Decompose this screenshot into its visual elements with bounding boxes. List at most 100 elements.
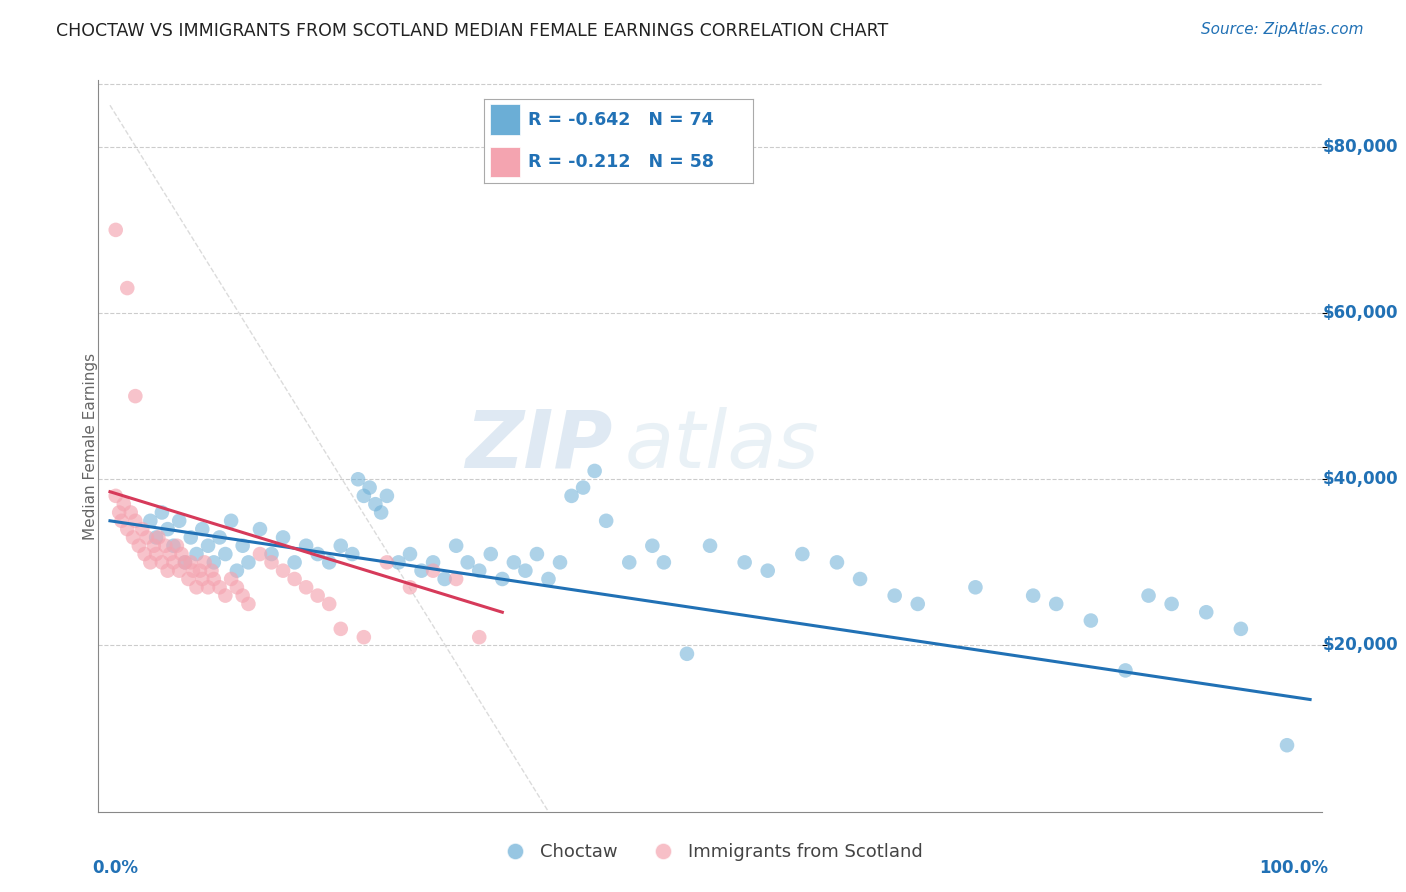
Point bbox=[284, 555, 307, 569]
Point bbox=[468, 630, 491, 644]
Point bbox=[1230, 622, 1253, 636]
Point bbox=[174, 555, 197, 569]
Point bbox=[162, 555, 184, 569]
Point bbox=[295, 539, 318, 553]
Point bbox=[139, 514, 162, 528]
Point bbox=[1137, 589, 1160, 603]
Point bbox=[284, 572, 307, 586]
Point bbox=[225, 564, 247, 578]
Point bbox=[180, 530, 202, 544]
Point bbox=[214, 589, 236, 603]
Point bbox=[883, 589, 905, 603]
Point bbox=[271, 564, 294, 578]
Text: $60,000: $60,000 bbox=[1323, 304, 1399, 322]
Point bbox=[318, 555, 340, 569]
Point bbox=[422, 564, 444, 578]
Point bbox=[159, 547, 181, 561]
Point bbox=[295, 580, 318, 594]
Text: ZIP: ZIP bbox=[465, 407, 612, 485]
Point bbox=[122, 530, 145, 544]
Point bbox=[120, 506, 142, 520]
Point bbox=[1195, 605, 1218, 619]
Point bbox=[422, 555, 444, 569]
Point bbox=[1022, 589, 1045, 603]
Point bbox=[197, 580, 219, 594]
Point bbox=[444, 572, 467, 586]
Point bbox=[965, 580, 987, 594]
Point bbox=[260, 547, 283, 561]
Point bbox=[112, 497, 135, 511]
Point bbox=[515, 564, 537, 578]
Point bbox=[652, 555, 675, 569]
Point bbox=[347, 472, 370, 486]
Point bbox=[135, 530, 157, 544]
Point bbox=[117, 522, 139, 536]
Point bbox=[468, 564, 491, 578]
Point bbox=[191, 522, 214, 536]
Point bbox=[200, 564, 222, 578]
Point bbox=[359, 481, 381, 495]
Point bbox=[1275, 738, 1298, 752]
Text: $20,000: $20,000 bbox=[1323, 637, 1399, 655]
Point bbox=[1080, 614, 1102, 628]
Point bbox=[202, 572, 225, 586]
Point bbox=[329, 539, 352, 553]
Point bbox=[457, 555, 479, 569]
Point bbox=[174, 555, 197, 569]
Point bbox=[188, 564, 211, 578]
Point bbox=[139, 555, 162, 569]
Point bbox=[110, 514, 132, 528]
Point bbox=[225, 580, 247, 594]
Point bbox=[260, 555, 283, 569]
Point bbox=[208, 580, 231, 594]
Point bbox=[177, 572, 200, 586]
Point bbox=[676, 647, 699, 661]
Point bbox=[433, 572, 456, 586]
Point bbox=[202, 555, 225, 569]
Text: Source: ZipAtlas.com: Source: ZipAtlas.com bbox=[1201, 22, 1364, 37]
Point bbox=[150, 555, 173, 569]
Point bbox=[249, 522, 271, 536]
Point bbox=[572, 481, 595, 495]
Point bbox=[825, 555, 848, 569]
Point bbox=[238, 597, 260, 611]
Point bbox=[170, 547, 193, 561]
Text: 100.0%: 100.0% bbox=[1258, 859, 1327, 877]
Text: atlas: atlas bbox=[624, 407, 820, 485]
Point bbox=[342, 547, 364, 561]
Point bbox=[387, 555, 409, 569]
Point bbox=[150, 506, 173, 520]
Point bbox=[364, 497, 387, 511]
Point bbox=[124, 514, 146, 528]
Y-axis label: Median Female Earnings: Median Female Earnings bbox=[83, 352, 97, 540]
Point bbox=[353, 630, 375, 644]
Point bbox=[1114, 664, 1136, 678]
Point bbox=[595, 514, 617, 528]
Point bbox=[232, 539, 254, 553]
Point bbox=[399, 547, 422, 561]
Point bbox=[479, 547, 502, 561]
Point bbox=[734, 555, 756, 569]
Point bbox=[219, 572, 242, 586]
Point bbox=[537, 572, 560, 586]
Point bbox=[145, 530, 167, 544]
Point bbox=[166, 539, 188, 553]
Point bbox=[214, 547, 236, 561]
Point bbox=[181, 564, 204, 578]
Point bbox=[641, 539, 664, 553]
Point bbox=[353, 489, 375, 503]
Point bbox=[491, 572, 513, 586]
Point bbox=[375, 489, 398, 503]
Point bbox=[145, 547, 167, 561]
Point bbox=[194, 555, 217, 569]
Point bbox=[131, 522, 153, 536]
Text: CHOCTAW VS IMMIGRANTS FROM SCOTLAND MEDIAN FEMALE EARNINGS CORRELATION CHART: CHOCTAW VS IMMIGRANTS FROM SCOTLAND MEDI… bbox=[56, 22, 889, 40]
Point bbox=[162, 539, 184, 553]
Point bbox=[399, 580, 422, 594]
Point bbox=[370, 506, 392, 520]
Point bbox=[318, 597, 340, 611]
Text: $40,000: $40,000 bbox=[1323, 470, 1399, 488]
Point bbox=[117, 281, 139, 295]
Point bbox=[232, 589, 254, 603]
Text: $80,000: $80,000 bbox=[1323, 137, 1399, 156]
